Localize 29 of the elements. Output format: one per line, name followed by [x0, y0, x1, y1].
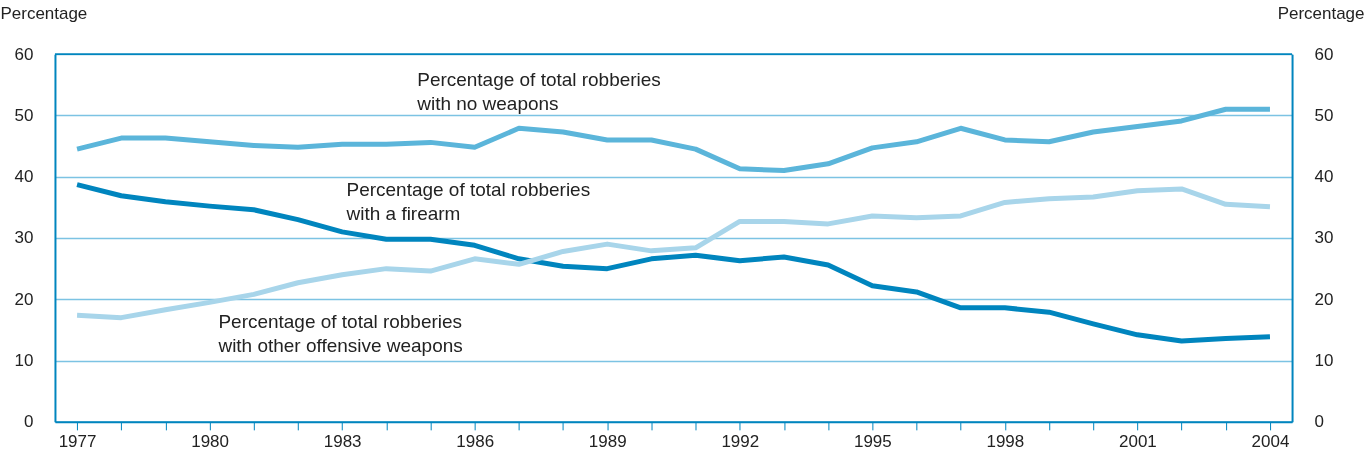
x-tick-label: 1998	[986, 432, 1025, 452]
x-tick-label: 1992	[721, 432, 760, 452]
y-axis-title: Percentage	[0, 3, 88, 23]
y-tick-label: 20	[14, 289, 34, 309]
y2-axis-title: Percentage	[1277, 3, 1365, 23]
y-tick-label: 0	[24, 412, 34, 432]
series-label: Percentage of total robberies with a firearm	[345, 178, 591, 224]
y2-tick-label: 60	[1314, 44, 1334, 64]
y-tick-label: 10	[14, 351, 34, 371]
y2-tick-label: 10	[1314, 351, 1334, 371]
y2-tick-label: 30	[1314, 228, 1334, 248]
y2-tick-label: 20	[1314, 289, 1334, 309]
y-tick-label: 60	[14, 44, 34, 64]
y-tick-label: 30	[14, 228, 34, 248]
series-label: Percentage of total robberies with other offensive weapons	[217, 311, 463, 357]
x-tick-label: 1989	[588, 432, 627, 452]
x-tick-label: 1995	[853, 432, 892, 452]
x-tick-label: 1980	[191, 432, 229, 452]
y-tick-label: 50	[14, 105, 34, 125]
y2-tick-label: 0	[1314, 412, 1324, 432]
series-label: Percentage of total robberies with no weapons	[416, 68, 661, 114]
x-tick-label: 1977	[58, 432, 97, 452]
y2-tick-label: 50	[1314, 105, 1334, 125]
y2-tick-label: 40	[1314, 167, 1334, 187]
x-tick-label: 2004	[1251, 432, 1290, 452]
y-tick-label: 40	[14, 167, 34, 187]
x-tick-label: 1986	[456, 432, 495, 452]
x-tick-label: 1983	[323, 432, 362, 452]
x-tick-label: 2001	[1119, 432, 1157, 452]
